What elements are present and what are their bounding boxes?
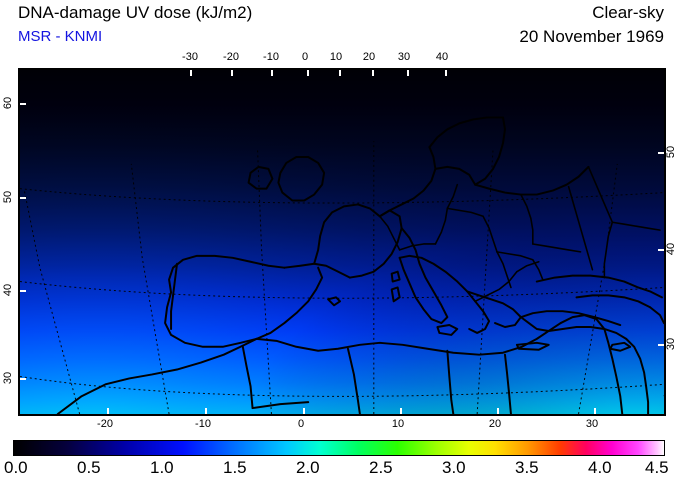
top-tickmark: [339, 70, 341, 76]
axis-left-tick-label: 40: [2, 283, 15, 297]
left-tickmark: [20, 197, 26, 199]
bottom-tickmark: [497, 408, 499, 414]
date-label: 20 November 1969: [519, 27, 664, 46]
axis-right-tick-label: 40: [664, 242, 677, 256]
top-tickmark: [372, 70, 374, 76]
left-tickmark: [20, 290, 26, 292]
axis-top-tick-label: -10: [263, 51, 279, 63]
axis-bottom-tick-label: -10: [195, 418, 211, 430]
map-plot-panel[interactable]: [18, 68, 666, 416]
axis-top-tick-label: 30: [397, 51, 411, 63]
axis-bottom-tick-label: 0: [297, 418, 305, 430]
bottom-tickmark: [303, 408, 305, 414]
axis-top-tick-label: 20: [362, 51, 376, 63]
right-tickmark: [658, 152, 664, 154]
left-tickmark: [20, 378, 26, 380]
axis-bottom-tick-label: 30: [585, 418, 599, 430]
axis-top-tick-label: 10: [329, 51, 343, 63]
top-tickmark: [445, 70, 447, 76]
top-tickmark: [190, 70, 192, 76]
colorbar-tick-label: 3.0: [442, 458, 466, 477]
right-tickmark: [658, 344, 664, 346]
colorbar-tick-label: 2.5: [369, 458, 393, 477]
colorbar-tick-label: 2.0: [296, 458, 320, 477]
axis-bottom-tick-label: 20: [488, 418, 502, 430]
top-tickmark: [271, 70, 273, 76]
axis-top-tick-label: -30: [182, 51, 198, 63]
colorbar-tick-label: 0.5: [77, 458, 101, 477]
colorbar-gradient: [14, 441, 664, 455]
axis-top-tick-label: -20: [223, 51, 239, 63]
axis-top-tick-label: 40: [435, 51, 449, 63]
top-tickmark: [231, 70, 233, 76]
axis-bottom-tick-label: -20: [97, 418, 113, 430]
axis-bottom-tick-label: 10: [391, 418, 405, 430]
bottom-tickmark: [594, 408, 596, 414]
right-tickmark: [658, 249, 664, 251]
top-tickmark: [407, 70, 409, 76]
colorbar-tick-label: 3.5: [515, 458, 539, 477]
colorbar[interactable]: [13, 440, 665, 456]
top-tickmark: [307, 70, 309, 76]
bottom-tickmark: [205, 408, 207, 414]
axis-top-tick-label: 0: [301, 51, 309, 63]
agency-label: MSR - KNMI: [18, 28, 103, 45]
colorbar-tick-label: 1.5: [223, 458, 247, 477]
axis-left-tick-label: 60: [2, 96, 15, 110]
axis-left-tick-label: 50: [2, 190, 15, 204]
bottom-tickmark: [107, 408, 109, 414]
page-title: DNA-damage UV dose (kJ/m2): [18, 3, 253, 22]
axis-right-tick-label: 50: [664, 145, 677, 159]
colorbar-tick-label: 0.0: [4, 458, 28, 477]
colorbar-tick-label: 4.5: [645, 458, 669, 477]
uv-dose-field: [20, 70, 664, 414]
colorbar-tick-label: 4.0: [588, 458, 612, 477]
bottom-tickmark: [400, 408, 402, 414]
left-tickmark: [20, 103, 26, 105]
axis-left-tick-label: 30: [2, 371, 15, 385]
colorbar-tick-label: 1.0: [150, 458, 174, 477]
axis-right-tick-label: 30: [664, 337, 677, 351]
sky-condition-label: Clear-sky: [592, 3, 664, 22]
